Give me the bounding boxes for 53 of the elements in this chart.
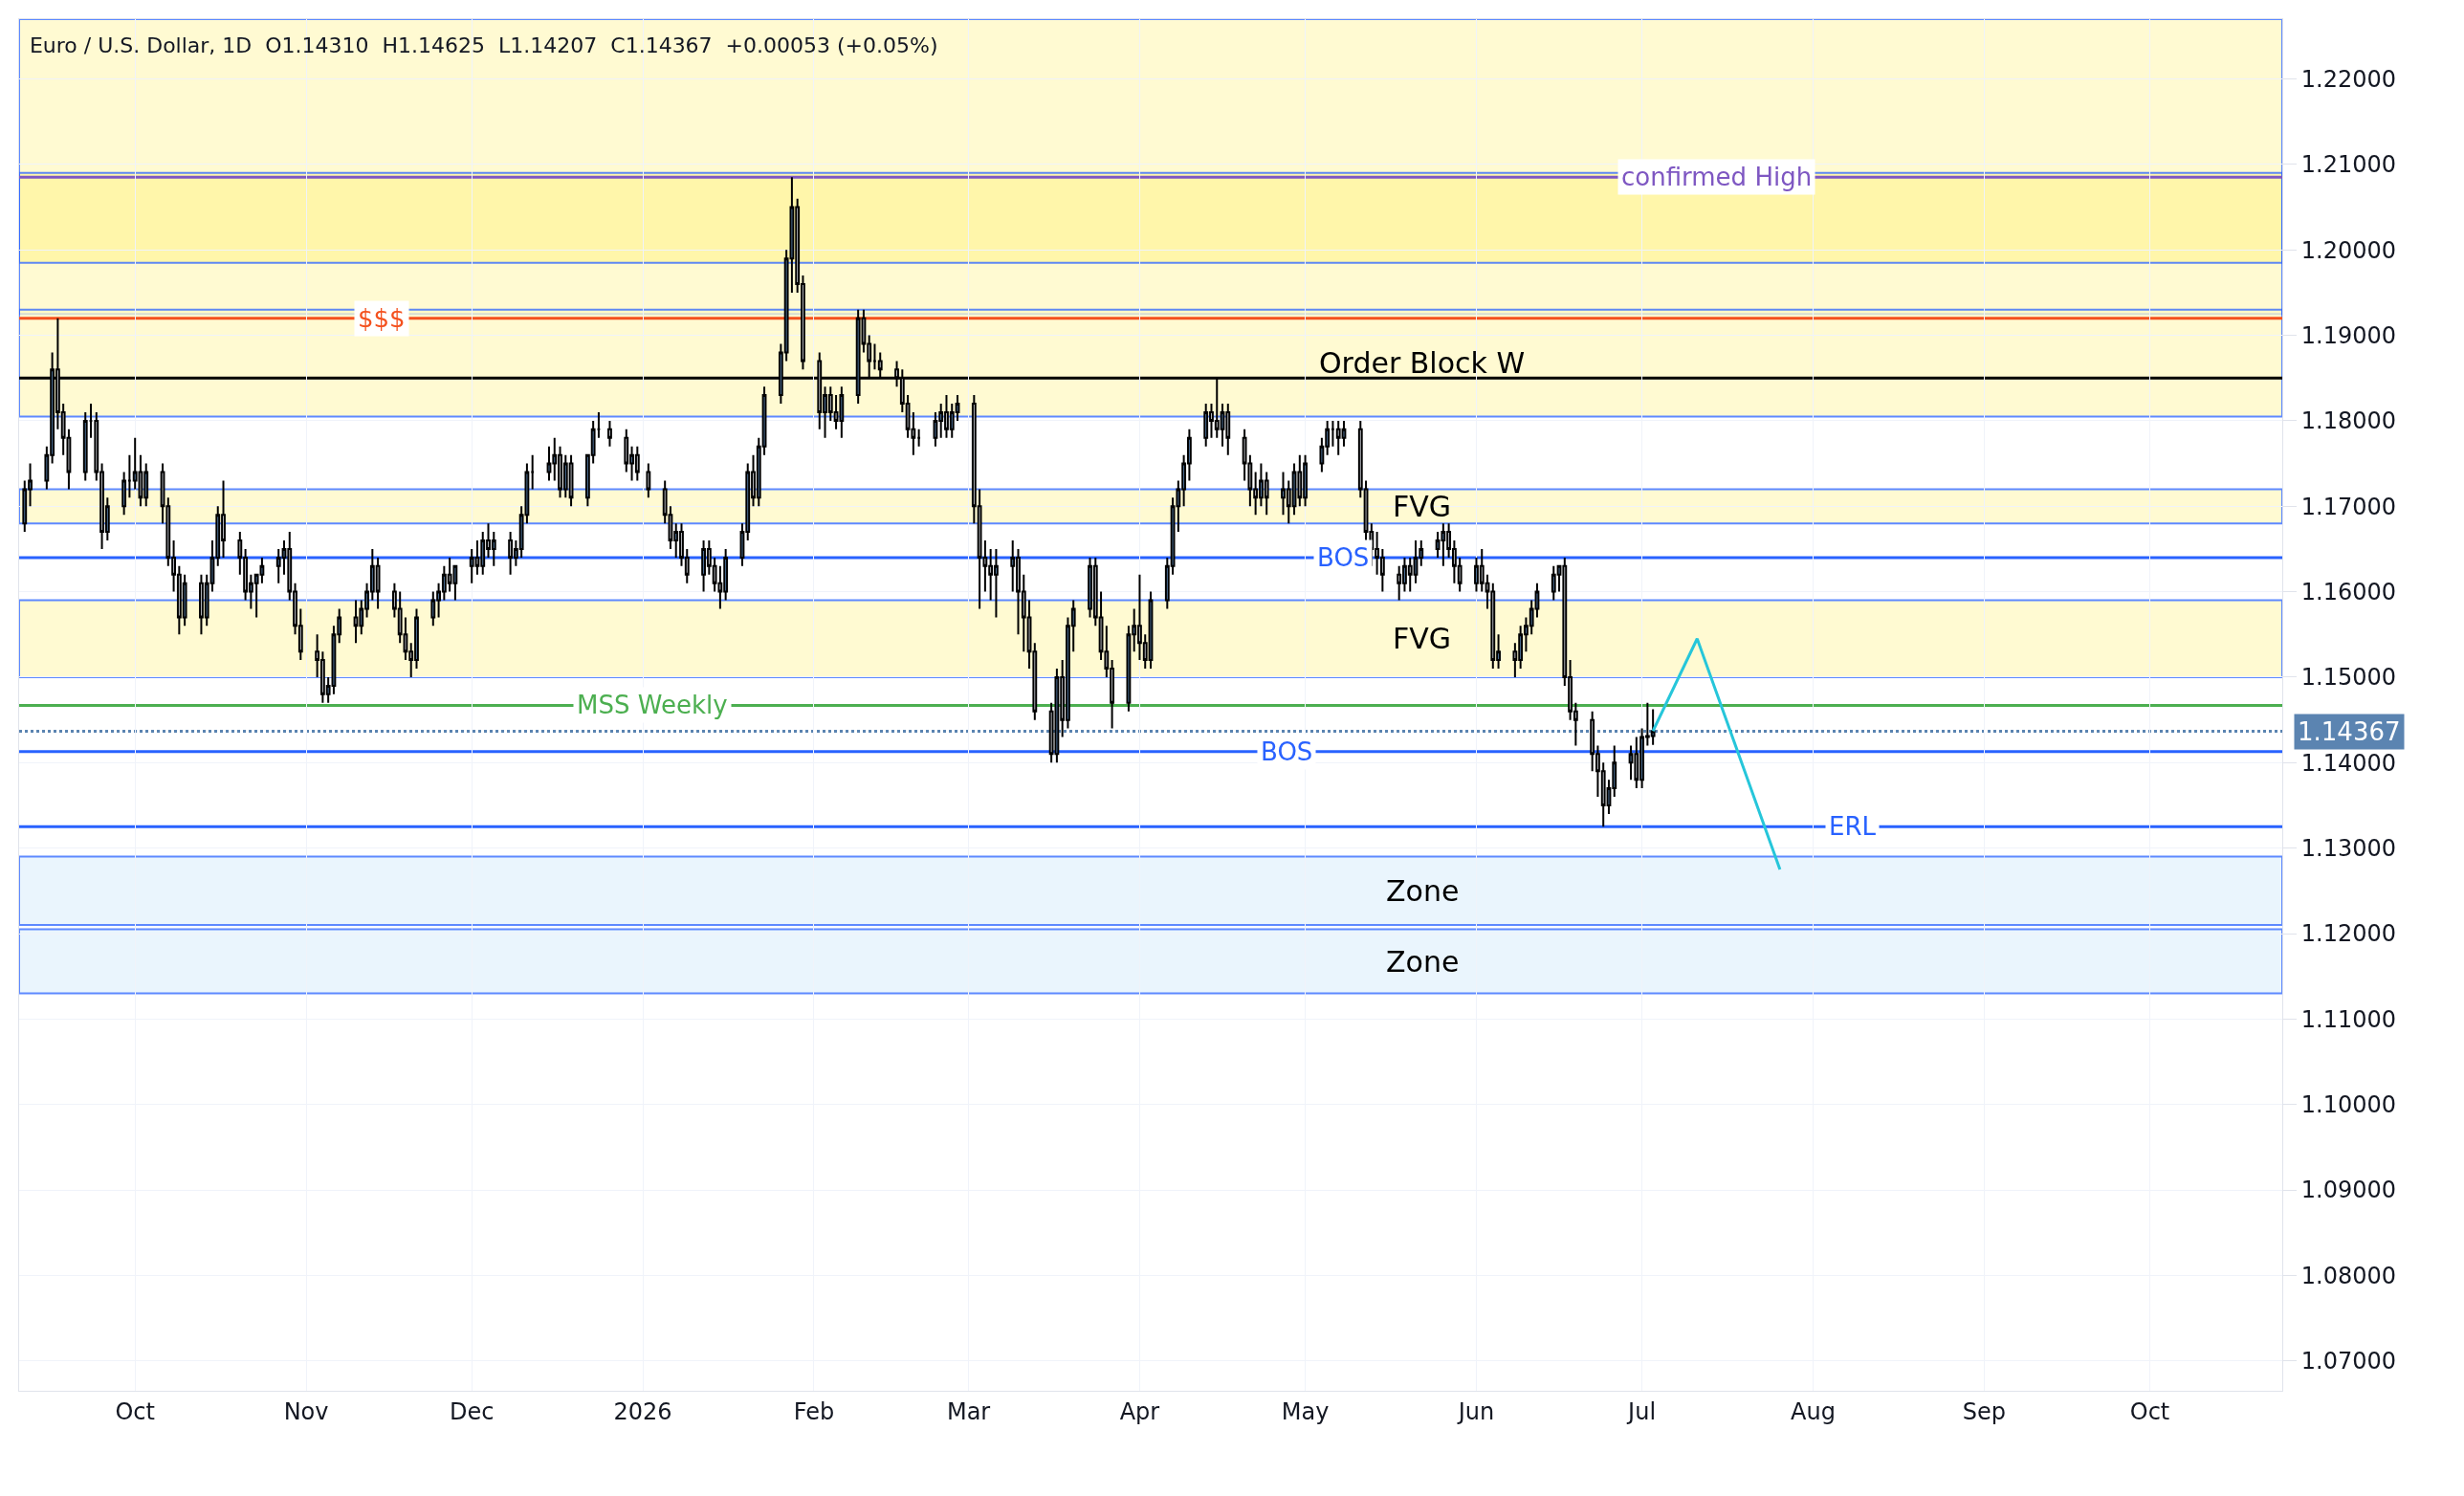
ref-line-label: ERL — [1829, 812, 1877, 841]
candlestick — [530, 453, 536, 491]
x-tick-label: May — [1281, 1397, 1330, 1425]
x-tick-label: Sep — [1962, 1397, 2006, 1425]
x-tick-label: Dec — [449, 1397, 495, 1425]
ref-line-label: MSS Weekly — [577, 691, 728, 719]
y-tick-label: 1.19000 — [2300, 321, 2397, 349]
band-label: Zone — [1386, 945, 1460, 979]
x-tick-label: 2026 — [613, 1397, 672, 1425]
ref-line-label: 1.14367 — [2298, 717, 2401, 746]
candlestick — [1331, 419, 1335, 448]
ref-line-label: BOS — [1317, 543, 1370, 572]
x-tick-label: Jun — [1456, 1397, 1495, 1425]
x-tick-label: Aug — [1791, 1397, 1836, 1425]
y-tick-label: 1.09000 — [2300, 1177, 2397, 1204]
band-label: Order Block W — [1319, 346, 1526, 380]
candlestick — [127, 453, 132, 499]
candlestick — [916, 428, 922, 448]
text: Euro / U.S. Dollar, 1D O1.14310 H1.14625 L1.14207 C1.14367 +0.00053 (+0.05%) — [29, 33, 938, 57]
ref-line-label: $$$ — [358, 304, 406, 333]
x-tick-label: Jul — [1626, 1397, 1657, 1425]
candlestick — [646, 462, 651, 499]
band-label: FVG — [1393, 490, 1452, 523]
ref-line-label: confirmed High — [1621, 163, 1813, 191]
x-tick-label: Nov — [283, 1397, 329, 1425]
x-tick-label: Mar — [946, 1397, 991, 1425]
ref-line-label: BOS — [1261, 737, 1313, 766]
candlestick — [88, 403, 94, 439]
band-label: Zone — [1386, 874, 1460, 908]
y-tick-label: 1.07000 — [2300, 1348, 2397, 1375]
x-tick-label: Oct — [2129, 1397, 2170, 1425]
band-label: FVG — [1393, 622, 1452, 655]
candlestick — [121, 471, 127, 517]
candlestick — [596, 410, 602, 439]
y-tick-label: 1.14000 — [2300, 749, 2397, 777]
y-tick-label: 1.22000 — [2300, 65, 2397, 93]
y-tick-label: 1.18000 — [2300, 407, 2397, 435]
y-tick-label: 1.10000 — [2300, 1091, 2397, 1119]
candlestick — [872, 342, 877, 371]
y-tick-label: 1.16000 — [2300, 579, 2397, 606]
candlestick — [82, 410, 88, 482]
y-tick-label: 1.17000 — [2300, 493, 2397, 520]
y-tick-label: 1.15000 — [2300, 664, 2397, 692]
y-tick-label: 1.21000 — [2300, 151, 2397, 179]
x-tick-label: Apr — [1119, 1397, 1160, 1425]
y-tick-label: 1.20000 — [2300, 236, 2397, 264]
candlestick — [607, 419, 612, 448]
y-tick-label: 1.13000 — [2300, 835, 2397, 863]
x-tick-label: Oct — [115, 1397, 155, 1425]
x-tick-label: Feb — [793, 1397, 835, 1425]
y-tick-label: 1.11000 — [2300, 1005, 2397, 1033]
y-tick-label: 1.12000 — [2300, 920, 2397, 948]
y-tick-label: 1.08000 — [2300, 1262, 2397, 1289]
